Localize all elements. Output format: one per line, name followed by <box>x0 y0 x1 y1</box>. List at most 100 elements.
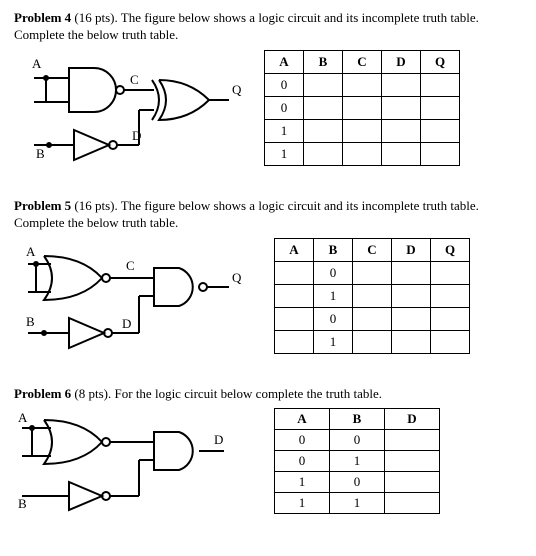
table-cell <box>421 96 460 119</box>
table-cell <box>353 284 392 307</box>
problem-5-prompt: Problem 5 (16 pts). The figure below sho… <box>14 198 522 232</box>
truth-table: ABCDQ0011 <box>264 50 460 166</box>
problem-4-title: Problem 4 <box>14 10 71 25</box>
table-cell <box>431 307 470 330</box>
table-cell <box>431 330 470 353</box>
table-cell: 0 <box>275 430 330 451</box>
table-cell <box>392 261 431 284</box>
table-cell <box>304 119 343 142</box>
table-cell <box>385 493 440 514</box>
table-cell <box>392 307 431 330</box>
problem-6-content: A B D ABD0 <box>14 408 522 522</box>
table-cell: 1 <box>265 119 304 142</box>
problem-6: Problem 6 (8 pts). For the logic circuit… <box>14 386 522 523</box>
table-header: Q <box>421 50 460 73</box>
table-cell <box>431 261 470 284</box>
label-b5: B <box>26 314 35 329</box>
table-header: B <box>314 238 353 261</box>
table-cell <box>275 261 314 284</box>
table-cell: 0 <box>265 73 304 96</box>
table-cell <box>421 73 460 96</box>
label-a5: A <box>26 244 36 259</box>
table-cell <box>382 119 421 142</box>
table-cell <box>421 142 460 165</box>
problem-4-points: (16 pts). <box>74 10 117 25</box>
table-header: D <box>385 409 440 430</box>
table-cell: 0 <box>275 451 330 472</box>
table-cell <box>392 330 431 353</box>
table-cell <box>382 96 421 119</box>
table-cell <box>385 451 440 472</box>
table-cell <box>343 142 382 165</box>
label-b: B <box>36 146 45 161</box>
table-cell <box>343 73 382 96</box>
label-d5: D <box>122 316 131 331</box>
problem-6-table: ABD00011011 <box>274 408 440 514</box>
table-cell <box>385 430 440 451</box>
table-header: C <box>353 238 392 261</box>
table-cell <box>431 284 470 307</box>
table-cell: 1 <box>275 472 330 493</box>
problem-4-content: A C B D <box>14 50 522 174</box>
label-c: C <box>130 72 139 87</box>
label-d6: D <box>214 432 223 447</box>
problem-5-points: (16 pts). <box>74 198 117 213</box>
problem-6-circuit: A B D <box>14 408 254 522</box>
truth-table: ABCDQ0101 <box>274 238 470 354</box>
table-cell: 1 <box>265 142 304 165</box>
label-q5: Q <box>232 270 242 285</box>
table-cell: 0 <box>265 96 304 119</box>
table-cell <box>343 119 382 142</box>
table-header: C <box>343 50 382 73</box>
problem-6-title: Problem 6 <box>14 386 71 401</box>
problem-4-table: ABCDQ0011 <box>264 50 460 166</box>
table-cell <box>275 307 314 330</box>
problem-5-circuit: A C B D <box>14 238 254 362</box>
table-header: B <box>304 50 343 73</box>
table-header: D <box>392 238 431 261</box>
problem-6-text: For the logic circuit below complete the… <box>115 386 383 401</box>
table-cell: 1 <box>330 493 385 514</box>
label-a: A <box>32 56 42 71</box>
table-header: Q <box>431 238 470 261</box>
table-cell: 1 <box>330 451 385 472</box>
table-cell <box>304 96 343 119</box>
problem-5-table: ABCDQ0101 <box>274 238 470 354</box>
table-cell <box>304 73 343 96</box>
problem-4-circuit: A C B D <box>14 50 244 174</box>
table-header: A <box>275 409 330 430</box>
table-cell: 0 <box>330 430 385 451</box>
table-cell: 1 <box>314 284 353 307</box>
table-cell: 0 <box>330 472 385 493</box>
table-cell <box>421 119 460 142</box>
table-cell <box>385 472 440 493</box>
table-cell <box>392 284 431 307</box>
label-c5: C <box>126 258 135 273</box>
table-header: D <box>382 50 421 73</box>
truth-table: ABD00011011 <box>274 408 440 514</box>
problem-5-title: Problem 5 <box>14 198 71 213</box>
problem-4: Problem 4 (16 pts). The figure below sho… <box>14 10 522 174</box>
table-cell <box>343 96 382 119</box>
problem-4-prompt: Problem 4 (16 pts). The figure below sho… <box>14 10 522 44</box>
label-b6: B <box>18 496 27 511</box>
table-header: B <box>330 409 385 430</box>
table-cell: 1 <box>275 493 330 514</box>
table-cell <box>353 261 392 284</box>
table-cell: 0 <box>314 261 353 284</box>
problem-6-points: (8 pts). <box>74 386 111 401</box>
problem-5-content: A C B D <box>14 238 522 362</box>
label-a6: A <box>18 410 28 425</box>
table-cell <box>382 142 421 165</box>
table-cell: 0 <box>314 307 353 330</box>
table-header: A <box>275 238 314 261</box>
table-cell: 1 <box>314 330 353 353</box>
table-cell <box>353 307 392 330</box>
table-cell <box>304 142 343 165</box>
table-cell <box>275 284 314 307</box>
problem-5: Problem 5 (16 pts). The figure below sho… <box>14 198 522 362</box>
table-cell <box>275 330 314 353</box>
label-q: Q <box>232 82 242 97</box>
table-cell <box>382 73 421 96</box>
table-header: A <box>265 50 304 73</box>
